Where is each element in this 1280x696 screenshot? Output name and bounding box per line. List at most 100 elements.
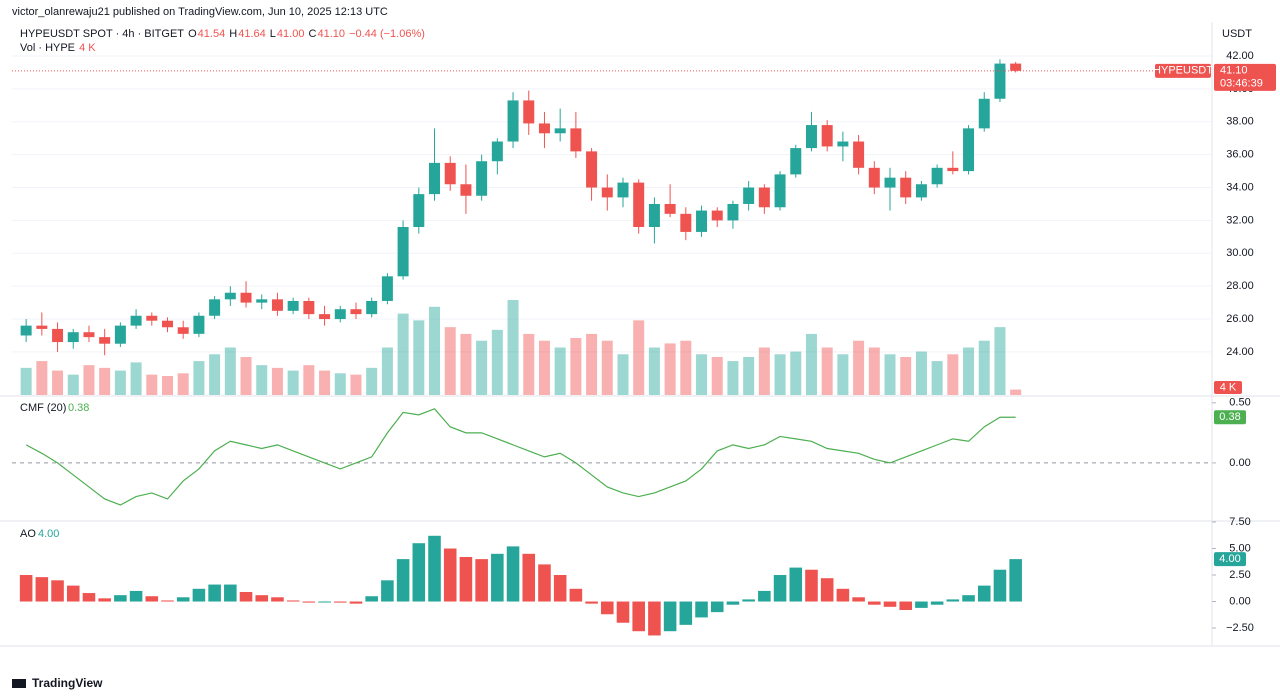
ao-bar bbox=[1009, 559, 1022, 602]
candle-body bbox=[271, 299, 283, 311]
volume-bar bbox=[476, 340, 488, 395]
volume-bar bbox=[491, 329, 503, 395]
indicator-value: 4.00 bbox=[38, 528, 59, 540]
ao-bar bbox=[977, 585, 991, 602]
volume-bar bbox=[900, 357, 912, 395]
volume-bar bbox=[664, 343, 676, 395]
ao-bar bbox=[820, 578, 834, 602]
candle-body bbox=[837, 141, 849, 147]
value-tag: 0.38 bbox=[1219, 411, 1240, 423]
volume-bar bbox=[978, 340, 990, 395]
candle-body bbox=[696, 210, 708, 232]
ao-bar bbox=[302, 601, 316, 603]
candle-body bbox=[774, 174, 786, 208]
candle-body bbox=[303, 300, 315, 315]
last-price-tag: 41.10 bbox=[1220, 65, 1248, 77]
ao-bar bbox=[883, 601, 897, 607]
volume-bar bbox=[1010, 389, 1022, 395]
y-tick-label: 24.00 bbox=[1226, 346, 1254, 358]
ao-bar bbox=[318, 601, 331, 603]
indicator-value: 0.38 bbox=[68, 402, 89, 414]
ao-bar bbox=[333, 601, 347, 603]
ao-bar bbox=[192, 588, 206, 602]
y-tick-label: 26.00 bbox=[1226, 313, 1254, 325]
candle-body bbox=[224, 292, 236, 300]
volume-bar bbox=[743, 357, 755, 395]
candle-body bbox=[83, 332, 95, 338]
ao-bar bbox=[35, 577, 49, 602]
volume-bar bbox=[963, 347, 975, 395]
volume-bar bbox=[538, 340, 550, 395]
ao-bar bbox=[161, 600, 174, 602]
volume-bar bbox=[727, 361, 739, 395]
ao-bar bbox=[51, 580, 64, 602]
value-tag-bg bbox=[1214, 410, 1246, 425]
ao-bar bbox=[208, 584, 221, 602]
candle-body bbox=[52, 328, 64, 343]
ao-bar bbox=[710, 601, 724, 613]
ao-bar bbox=[443, 548, 457, 602]
volume-bar bbox=[554, 347, 566, 395]
ao-bar bbox=[538, 564, 551, 602]
volume-bar bbox=[429, 306, 441, 395]
volume-bar bbox=[994, 327, 1006, 395]
volume-bar bbox=[209, 354, 221, 395]
ao-bar bbox=[224, 584, 237, 602]
ao-bar bbox=[726, 601, 740, 605]
candle-body bbox=[177, 327, 189, 334]
ohlc-label: L bbox=[269, 28, 276, 40]
ao-bar bbox=[19, 575, 33, 602]
candle-body bbox=[20, 325, 32, 336]
ao-bar bbox=[286, 600, 300, 602]
candle-body bbox=[36, 325, 48, 329]
volume-bar bbox=[617, 354, 629, 395]
volume-bar bbox=[696, 354, 708, 395]
ao-bar bbox=[742, 599, 755, 602]
volume-bar bbox=[146, 374, 158, 395]
ao-bar bbox=[789, 567, 803, 602]
candle-body bbox=[256, 299, 268, 303]
candle-body bbox=[350, 309, 362, 315]
candle-body bbox=[664, 203, 676, 214]
legend-line: HYPEUSDT SPOT · 4h · BITGET O41.54 H41.6… bbox=[20, 28, 426, 40]
volume-bar bbox=[224, 347, 236, 395]
y-tick-label: 42.00 bbox=[1226, 50, 1254, 62]
volume-bar bbox=[680, 340, 692, 395]
candle-body bbox=[67, 332, 79, 343]
candle-body bbox=[727, 203, 739, 221]
volume-bar bbox=[83, 365, 95, 395]
volume-bar bbox=[99, 367, 111, 395]
candle-body bbox=[821, 125, 833, 147]
volume-bar bbox=[319, 370, 331, 395]
candle-body bbox=[805, 125, 817, 149]
candle-body bbox=[790, 148, 802, 175]
candle-body bbox=[601, 187, 613, 198]
volume-bar bbox=[303, 365, 315, 395]
grid bbox=[12, 55, 1216, 629]
ao-bar bbox=[773, 575, 787, 602]
candle-body bbox=[554, 128, 566, 134]
ao-bar bbox=[428, 535, 441, 602]
volume-bar bbox=[36, 361, 48, 395]
change: −0.44 (−1.06%) bbox=[349, 28, 425, 40]
ao-bar bbox=[585, 601, 598, 604]
labels: 24.00 26.00 28.00 30.00 32.00 34.00 36.00 38.00… bbox=[1153, 50, 1276, 634]
volume-bar bbox=[931, 361, 943, 395]
candle-body bbox=[429, 162, 441, 195]
volume-bar bbox=[366, 367, 378, 395]
candle-body bbox=[381, 276, 393, 301]
y-tick-label: 36.00 bbox=[1226, 149, 1254, 161]
candle-body bbox=[538, 123, 550, 134]
volume-bar bbox=[271, 367, 283, 395]
volume-bar bbox=[444, 327, 456, 395]
ao-bar bbox=[962, 595, 975, 602]
volume-bar bbox=[805, 333, 817, 395]
ao-bar bbox=[176, 597, 190, 602]
candle-body bbox=[680, 213, 692, 232]
logo: TradingView bbox=[12, 676, 103, 690]
volume-bar bbox=[758, 347, 770, 395]
candle-body bbox=[994, 63, 1006, 99]
candle-body bbox=[366, 300, 378, 315]
